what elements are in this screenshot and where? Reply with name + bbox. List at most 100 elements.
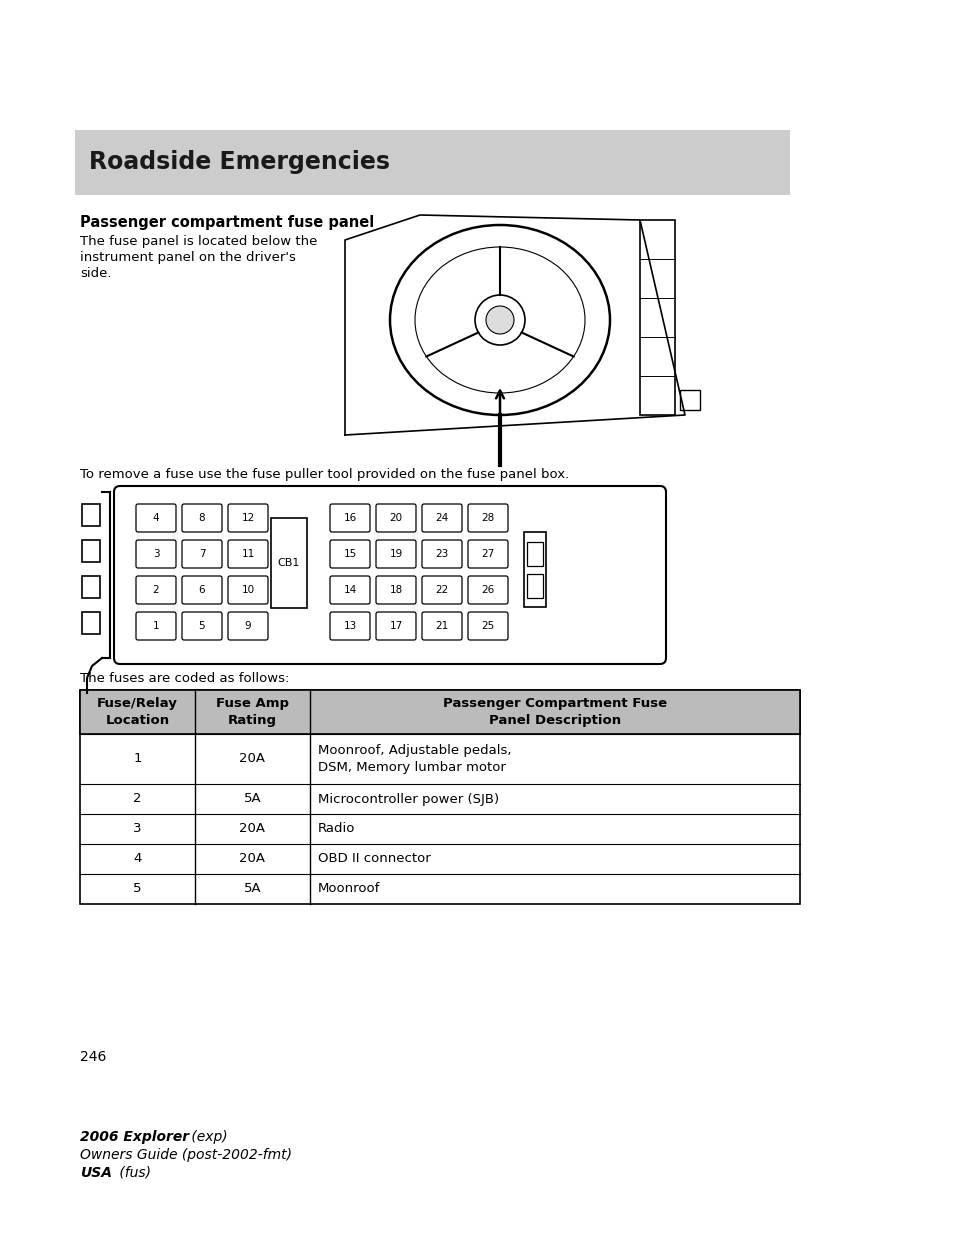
FancyBboxPatch shape: [421, 540, 461, 568]
Text: 20: 20: [389, 513, 402, 522]
Text: To remove a fuse use the fuse puller tool provided on the fuse panel box.: To remove a fuse use the fuse puller too…: [80, 468, 569, 480]
Text: 2006 Explorer: 2006 Explorer: [80, 1130, 189, 1144]
Bar: [526, 542, 542, 566]
FancyBboxPatch shape: [228, 613, 268, 640]
Text: 12: 12: [241, 513, 254, 522]
Text: 25: 25: [481, 621, 494, 631]
Text: 2: 2: [152, 585, 159, 595]
Text: 24: 24: [435, 513, 448, 522]
FancyBboxPatch shape: [330, 504, 370, 532]
FancyBboxPatch shape: [468, 504, 507, 532]
FancyBboxPatch shape: [421, 504, 461, 532]
Text: 13: 13: [343, 621, 356, 631]
Circle shape: [485, 306, 514, 333]
Bar: [80, 690, 800, 734]
Text: instrument panel on the driver's: instrument panel on the driver's: [80, 251, 295, 264]
Text: 3: 3: [133, 823, 142, 836]
Text: 19: 19: [389, 550, 402, 559]
Text: 1: 1: [133, 752, 142, 766]
Bar: [82, 540, 100, 562]
Text: 27: 27: [481, 550, 494, 559]
Bar: [271, 517, 307, 608]
Bar: [82, 613, 100, 634]
Text: Microcontroller power (SJB): Microcontroller power (SJB): [317, 793, 498, 805]
Text: The fuses are coded as follows:: The fuses are coded as follows:: [80, 672, 289, 685]
FancyBboxPatch shape: [468, 540, 507, 568]
Text: 6: 6: [198, 585, 205, 595]
Text: 9: 9: [244, 621, 251, 631]
Text: OBD II connector: OBD II connector: [317, 852, 431, 866]
Text: 5: 5: [133, 883, 142, 895]
FancyBboxPatch shape: [421, 613, 461, 640]
FancyBboxPatch shape: [375, 613, 416, 640]
Text: Radio: Radio: [317, 823, 355, 836]
FancyBboxPatch shape: [330, 540, 370, 568]
FancyBboxPatch shape: [228, 576, 268, 604]
Text: 21: 21: [435, 621, 448, 631]
Bar: [82, 504, 100, 526]
Text: USA: USA: [80, 1166, 112, 1179]
FancyBboxPatch shape: [228, 540, 268, 568]
FancyBboxPatch shape: [136, 576, 175, 604]
Text: 17: 17: [389, 621, 402, 631]
Text: 4: 4: [152, 513, 159, 522]
FancyBboxPatch shape: [468, 576, 507, 604]
Text: (exp): (exp): [187, 1130, 228, 1144]
FancyBboxPatch shape: [468, 613, 507, 640]
Text: 7: 7: [198, 550, 205, 559]
FancyBboxPatch shape: [421, 576, 461, 604]
Text: Roadside Emergencies: Roadside Emergencies: [89, 151, 390, 174]
Bar: [75, 130, 789, 195]
Bar: [526, 574, 542, 598]
Text: 10: 10: [241, 585, 254, 595]
FancyBboxPatch shape: [113, 487, 665, 664]
FancyBboxPatch shape: [182, 504, 222, 532]
Text: 1: 1: [152, 621, 159, 631]
Text: 20A: 20A: [239, 852, 265, 866]
Text: 246: 246: [80, 1050, 107, 1065]
Text: 3: 3: [152, 550, 159, 559]
Text: 5A: 5A: [243, 883, 261, 895]
Text: 20A: 20A: [239, 752, 265, 766]
FancyBboxPatch shape: [136, 613, 175, 640]
FancyBboxPatch shape: [182, 576, 222, 604]
Bar: [82, 576, 100, 598]
Text: The fuse panel is located below the: The fuse panel is located below the: [80, 235, 317, 248]
Text: 20A: 20A: [239, 823, 265, 836]
Text: side.: side.: [80, 267, 112, 280]
Text: CB1: CB1: [277, 558, 300, 568]
Text: Fuse Amp
Rating: Fuse Amp Rating: [215, 697, 289, 727]
Text: 4: 4: [133, 852, 142, 866]
Text: 23: 23: [435, 550, 448, 559]
FancyBboxPatch shape: [330, 576, 370, 604]
Text: Moonroof: Moonroof: [317, 883, 380, 895]
FancyBboxPatch shape: [375, 576, 416, 604]
Text: 5A: 5A: [243, 793, 261, 805]
FancyBboxPatch shape: [136, 540, 175, 568]
Text: 2: 2: [133, 793, 142, 805]
Text: (fus): (fus): [115, 1166, 151, 1179]
Bar: [679, 390, 700, 410]
Text: 15: 15: [343, 550, 356, 559]
Text: Owners Guide (post-2002-fmt): Owners Guide (post-2002-fmt): [80, 1149, 292, 1162]
FancyBboxPatch shape: [182, 613, 222, 640]
Text: 11: 11: [241, 550, 254, 559]
Bar: [639, 220, 675, 415]
Text: 14: 14: [343, 585, 356, 595]
Text: 28: 28: [481, 513, 494, 522]
FancyBboxPatch shape: [136, 504, 175, 532]
Text: 18: 18: [389, 585, 402, 595]
Text: 16: 16: [343, 513, 356, 522]
Text: Moonroof, Adjustable pedals,
DSM, Memory lumbar motor: Moonroof, Adjustable pedals, DSM, Memory…: [317, 745, 511, 774]
Text: 26: 26: [481, 585, 494, 595]
Text: Fuse/Relay
Location: Fuse/Relay Location: [97, 697, 178, 727]
Text: 8: 8: [198, 513, 205, 522]
FancyBboxPatch shape: [228, 504, 268, 532]
Bar: [523, 532, 545, 606]
Text: 22: 22: [435, 585, 448, 595]
FancyBboxPatch shape: [182, 540, 222, 568]
Text: 5: 5: [198, 621, 205, 631]
FancyBboxPatch shape: [375, 540, 416, 568]
Text: Passenger compartment fuse panel: Passenger compartment fuse panel: [80, 215, 374, 230]
Bar: [80, 690, 800, 904]
